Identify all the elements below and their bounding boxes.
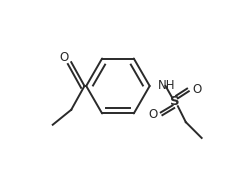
Text: NH: NH <box>158 79 175 93</box>
Text: O: O <box>192 83 201 96</box>
Text: O: O <box>60 51 69 64</box>
Text: S: S <box>170 95 180 108</box>
Text: O: O <box>148 108 158 121</box>
